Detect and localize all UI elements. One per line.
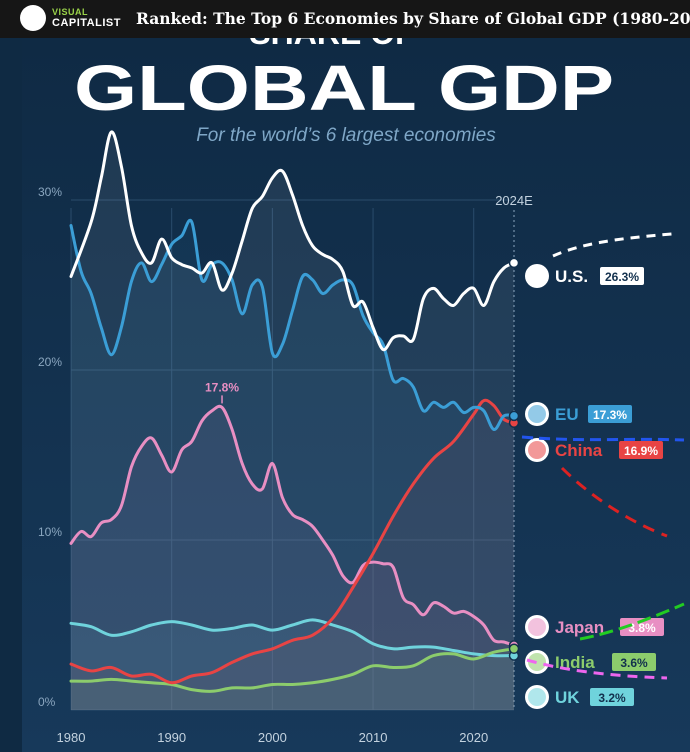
flag-icon-inner [528,688,546,706]
peak-annotation-label: 17.8% [205,380,239,394]
post-title: Ranked: The Top 6 Economies by Share of … [136,9,690,28]
chart-title: GLOBAL GDP [74,52,614,124]
chart-subtitle: For the world’s 6 largest economies [196,125,496,146]
flag-icon-inner [528,441,546,459]
top-bar: VISUAL CAPITALIST Ranked: The Top 6 Econ… [0,0,690,38]
logo-text: VISUAL CAPITALIST [52,7,121,29]
legend-value-badge [612,653,656,671]
scribble-japan-projection [526,658,668,680]
legend-value-japan: 3.8% [628,621,656,635]
legend-value-badge [600,267,644,285]
legend-name-eu: EU [555,405,579,424]
line-india [69,647,516,693]
end-point-eu [508,410,520,422]
end-point-india [508,643,520,655]
logo-line1: VISUAL [52,7,89,17]
legend-name-u-s: U.S. [555,267,588,286]
y-tick-label: 20% [38,355,62,369]
legend-name-uk: UK [555,688,580,707]
area-china [71,400,514,710]
flag-icon-inner [528,267,546,285]
x-tick-label: 2010 [359,730,388,745]
area-japan [71,406,514,710]
legend-name-japan: Japan [555,618,604,637]
area-india [71,648,514,710]
title-partial: SHARE OF [249,38,414,51]
end-year-label: 2024E [495,193,533,208]
y-tick-label: 30% [38,185,62,199]
legend-name-china: China [555,441,603,460]
end-point-u-s [508,257,520,269]
series-lines [69,130,520,693]
x-tick-label: 1980 [57,730,86,745]
line-uk [69,618,516,658]
flag-icon-inner [528,653,546,671]
legend-value-badge [588,405,632,423]
scribble-eu-projection [521,435,685,442]
logo-line2: CAPITALIST [52,17,121,29]
line-u-s [69,130,516,352]
scribble-china-projection [560,466,668,538]
legend-value-badge [590,688,634,706]
legend-value-uk: 3.2% [598,691,626,705]
legend-value-badge [619,441,663,459]
area-eu [71,220,514,710]
line-japan [69,404,516,647]
legend-value-india: 3.6% [620,656,648,670]
grid: 0% 10% 20% 30% 1980 1990 2000 2010 2020 2024E [38,185,533,745]
y-tick-label: 0% [38,695,56,709]
legend-value-china: 16.9% [624,444,658,458]
area-u-s [71,131,514,711]
scribble-us-projection [552,232,673,258]
hand-drawn-markup [521,232,685,680]
line-eu [69,218,516,431]
flag-icon-inner [528,618,546,636]
infographic-frame: SHARE OF GLOBAL GDP For the world’s 6 la… [22,38,690,752]
series-areas [71,131,514,711]
legend-value-eu: 17.3% [593,408,627,422]
visual-capitalist-logo-icon [20,5,46,31]
legend: Japan 3.8%UK 3.2%India 3.6%China 16.9%EU 17.3… [525,264,664,709]
legend-value-badge [620,618,664,636]
x-tick-label: 1990 [157,730,186,745]
scribble-india-projection [579,602,685,641]
x-tick-label: 2020 [459,730,488,745]
x-tick-label: 2000 [258,730,287,745]
annotations: 17.8% [205,380,239,404]
share-of-gdp-chart: SHARE OF GLOBAL GDP For the world’s 6 la… [22,38,690,752]
legend-value-u-s: 26.3% [605,270,639,284]
y-tick-label: 10% [38,525,62,539]
line-china [69,398,516,685]
flag-icon-inner [528,405,546,423]
